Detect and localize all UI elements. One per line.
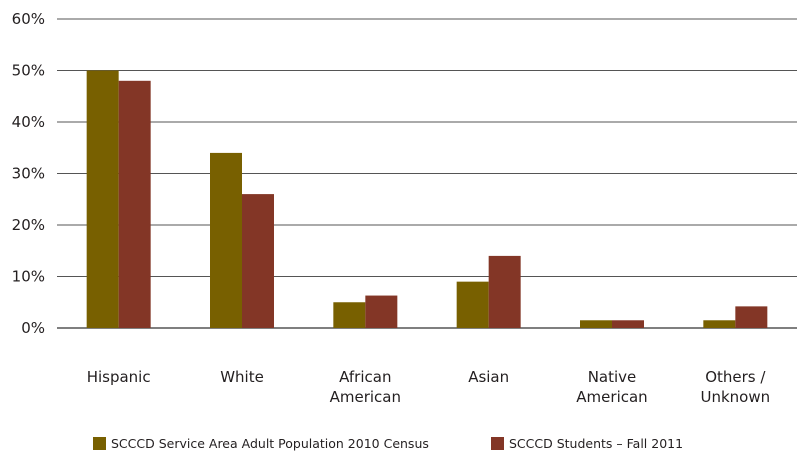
y-axis-ticks: 0% 10% 20% 30% 40% 50% 60% bbox=[12, 10, 45, 337]
y-tick-label: 30% bbox=[12, 165, 45, 183]
legend-swatch bbox=[93, 437, 106, 450]
bar-students bbox=[735, 306, 768, 328]
x-category-label: Unknown bbox=[701, 388, 771, 406]
bar-census bbox=[703, 320, 736, 328]
x-category-label: Others / bbox=[705, 368, 766, 386]
bar-students bbox=[242, 194, 274, 328]
x-category-label: Native bbox=[588, 368, 637, 386]
legend: SCCCD Service Area Adult Population 2010… bbox=[93, 436, 683, 451]
bar-students bbox=[488, 255, 521, 328]
x-category-label: Hispanic bbox=[87, 368, 151, 386]
bar-census bbox=[333, 302, 366, 328]
x-category-label: American bbox=[576, 388, 647, 406]
x-axis-labels: Hispanic White African American Asian Native A… bbox=[87, 368, 770, 406]
x-category-label: American bbox=[330, 388, 401, 406]
bar-students bbox=[118, 80, 151, 328]
bar-students bbox=[365, 295, 398, 328]
bars bbox=[86, 70, 768, 328]
legend-label: SCCCD Service Area Adult Population 2010… bbox=[111, 436, 429, 451]
bar-census bbox=[210, 152, 242, 328]
legend-label: SCCCD Students – Fall 2011 bbox=[509, 436, 683, 451]
bar-census bbox=[580, 320, 612, 328]
x-category-label: Asian bbox=[468, 368, 509, 386]
y-tick-label: 10% bbox=[12, 268, 45, 286]
bar-census bbox=[86, 70, 119, 328]
x-category-label: White bbox=[220, 368, 264, 386]
x-category-label: African bbox=[339, 368, 391, 386]
gridlines bbox=[57, 18, 797, 329]
y-tick-label: 0% bbox=[21, 319, 45, 337]
y-tick-label: 50% bbox=[12, 62, 45, 80]
y-tick-label: 60% bbox=[12, 10, 45, 28]
legend-swatch bbox=[491, 437, 504, 450]
y-tick-label: 40% bbox=[12, 113, 45, 131]
bar-students bbox=[612, 320, 644, 328]
y-tick-label: 20% bbox=[12, 216, 45, 234]
bar-census bbox=[456, 281, 489, 328]
